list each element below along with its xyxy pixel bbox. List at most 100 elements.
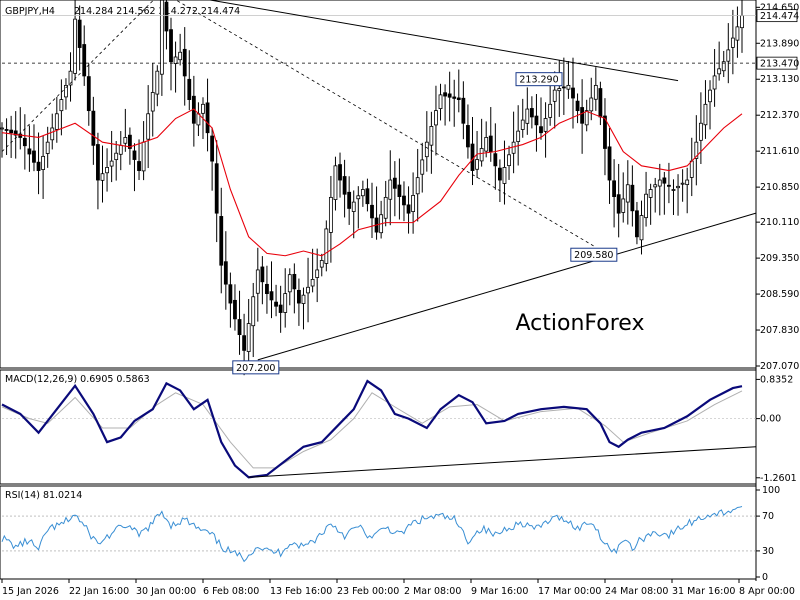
candle-body <box>392 177 397 189</box>
rsi-layer: 100 70 30 0 <box>1 485 780 583</box>
candle-body <box>488 135 493 153</box>
candle-body <box>32 150 36 163</box>
candle-body <box>246 323 251 352</box>
rsi-title: RSI(14) 81.0214 <box>5 490 82 501</box>
candle-body <box>159 0 164 75</box>
candle-body <box>543 118 548 132</box>
candle-body <box>297 289 301 304</box>
candle-body <box>100 173 105 181</box>
time-tick-label: 30 Jan 00:00 <box>136 586 196 597</box>
candle-body <box>73 18 77 74</box>
second-high-label-box <box>515 72 563 87</box>
candle-body <box>370 204 374 219</box>
candle-body <box>708 89 712 103</box>
candle-body <box>278 304 283 313</box>
candle-body <box>484 137 489 152</box>
candle-body <box>689 160 694 178</box>
candle-body <box>698 122 703 141</box>
candle-body <box>301 294 306 304</box>
candle-body <box>54 113 59 130</box>
candle-body <box>251 296 256 327</box>
candle-body <box>388 179 393 200</box>
candle-body <box>155 70 160 95</box>
candle-body <box>447 93 452 98</box>
second-low-label: 209.580 <box>574 250 613 261</box>
candle-body <box>529 108 534 118</box>
candle-body <box>653 184 658 188</box>
price-tick-label: 207.830 <box>760 325 799 336</box>
macd-tick-label: -1.2601 <box>760 473 797 484</box>
candle-body <box>310 279 315 287</box>
candle-body <box>406 204 411 214</box>
moving-average-line <box>1 108 743 257</box>
candle-body <box>662 177 667 184</box>
candle-body <box>525 108 530 124</box>
candle-body <box>86 76 91 112</box>
candle-body <box>4 129 9 131</box>
rsi-panel-frame <box>0 485 757 580</box>
candle-body <box>593 84 598 100</box>
candle-body <box>475 159 479 170</box>
candle-body <box>315 269 320 278</box>
macd-trendline <box>248 446 757 478</box>
candle-body <box>584 110 589 126</box>
price-tick-label: 213.130 <box>760 74 799 85</box>
candle-body <box>41 155 46 170</box>
candle-body <box>603 115 607 149</box>
candle-body <box>237 319 242 336</box>
candle-body <box>402 195 406 206</box>
price-tick-label: 210.110 <box>760 217 799 228</box>
candle-body <box>13 130 18 136</box>
candle-body <box>319 260 324 268</box>
candle-body <box>630 184 635 212</box>
candle-body <box>141 141 146 172</box>
candle-body <box>187 78 192 100</box>
candle-body <box>438 94 443 109</box>
candle-body <box>539 126 543 134</box>
candle-body <box>424 141 429 158</box>
candle-body <box>128 134 132 149</box>
candle-body <box>461 97 466 124</box>
candle-body <box>360 189 365 197</box>
dotted-projection-left <box>1 0 155 152</box>
candle-body <box>456 97 461 100</box>
candle-body <box>621 198 626 213</box>
candle-body <box>717 68 722 75</box>
candle-body <box>173 56 178 65</box>
candle-body <box>680 182 685 185</box>
candle-body <box>420 159 425 175</box>
candle-body <box>333 165 338 200</box>
candle-body <box>703 103 708 126</box>
candle-body <box>443 92 447 97</box>
rsi-tick-label: 100 <box>762 485 780 496</box>
candle-body <box>429 126 434 146</box>
candle-body <box>516 130 521 142</box>
macd-signal-line <box>1 390 743 469</box>
candle-body <box>233 299 237 320</box>
candle-body <box>520 119 525 130</box>
candle-body <box>434 110 438 126</box>
candle-body <box>118 144 123 155</box>
candle-body <box>730 37 735 48</box>
candle-body <box>178 51 183 61</box>
candle-body <box>123 137 128 144</box>
candle-body <box>9 129 14 134</box>
candle-body <box>64 84 68 98</box>
candle-body <box>571 87 575 99</box>
candle-body <box>169 29 173 63</box>
candle-body <box>328 196 333 233</box>
time-tick-label: 17 Mar 00:00 <box>538 586 601 597</box>
candle-body <box>726 49 731 62</box>
price-tick-label: 212.370 <box>760 110 799 121</box>
candle-body <box>164 1 169 32</box>
candle-body <box>397 184 402 197</box>
candle-body <box>274 301 278 307</box>
candle-body <box>466 125 470 148</box>
candle-body <box>351 201 356 212</box>
macd-tick-label: 0.8352 <box>760 374 793 385</box>
second-low-label-box <box>570 247 618 262</box>
candle-body <box>657 179 662 187</box>
